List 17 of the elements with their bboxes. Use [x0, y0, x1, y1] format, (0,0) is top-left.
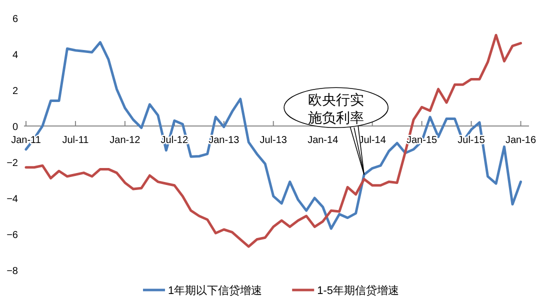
annotation: 欧央行实施负利率 [308, 92, 364, 126]
x-tick-label: Jan-14 [308, 135, 339, 146]
x-tick-label: Jul-14 [358, 135, 386, 146]
x-tick-label: Jan-12 [110, 135, 141, 146]
y-tick-label: −8 [6, 266, 18, 277]
legend-label: 1-5年期信贷增速 [317, 284, 400, 297]
y-tick-label: 6 [12, 14, 18, 25]
y-tick-label: 0 [12, 122, 18, 133]
y-tick-label: 4 [12, 50, 18, 61]
y-tick-label: −2 [6, 158, 18, 169]
y-tick-label: −4 [6, 194, 18, 205]
x-tick-label: Jan-16 [505, 135, 536, 146]
y-tick-label: 2 [12, 86, 18, 97]
x-tick-label: Jul-13 [260, 135, 288, 146]
y-tick-label: −6 [6, 230, 18, 241]
legend-label: 1年期以下信贷增速 [168, 284, 262, 297]
x-tick-label: Jul-11 [62, 135, 90, 146]
